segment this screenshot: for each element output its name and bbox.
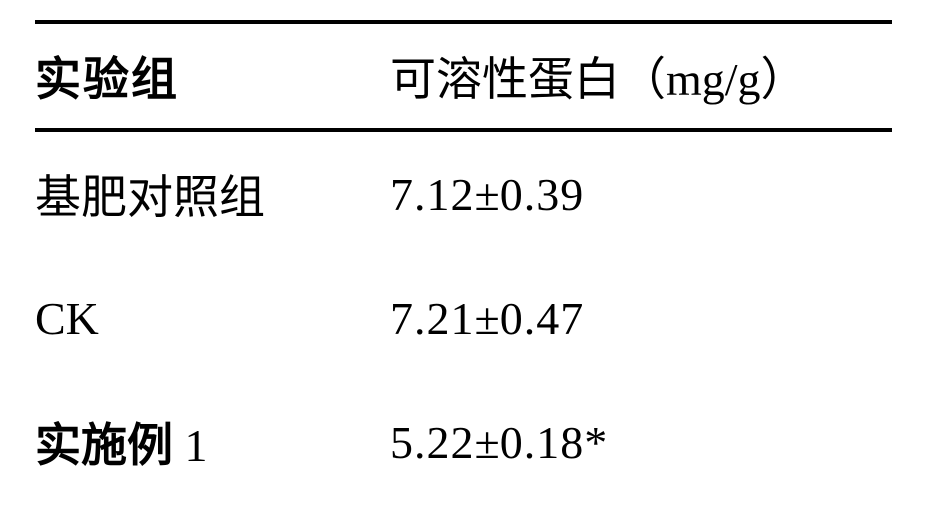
cell-group: 实施例 1 <box>35 409 390 475</box>
note: * <box>584 417 608 468</box>
cell-group: 基肥对照组 <box>35 161 390 227</box>
cell-value: 7.21±0.47 <box>390 292 892 345</box>
sd: 0.47 <box>500 293 585 344</box>
cell-value: 7.12±0.39 <box>390 168 892 221</box>
plus-minus: ± <box>475 417 500 468</box>
sd: 0.18 <box>500 417 585 468</box>
table-row: 基肥对照组 7.12±0.39 <box>35 132 892 256</box>
plus-minus: ± <box>475 169 500 220</box>
sd: 0.39 <box>500 169 585 220</box>
table-header-row: 实验组 可溶性蛋白（mg/g） <box>35 20 892 132</box>
header-group: 实验组 <box>35 43 390 109</box>
mean: 7.21 <box>390 293 475 344</box>
mean: 7.12 <box>390 169 475 220</box>
table-row: 实施例 1 5.22±0.18* <box>35 380 892 504</box>
mean: 5.22 <box>390 417 475 468</box>
cell-group: CK <box>35 292 390 345</box>
group-prefix: 实施例 <box>35 420 185 471</box>
table: 实验组 可溶性蛋白（mg/g） 基肥对照组 7.12±0.39 CK 7.21±… <box>0 0 927 524</box>
cell-value: 5.22±0.18* <box>390 416 892 469</box>
table-row: CK 7.21±0.47 <box>35 256 892 380</box>
group-num: 1 <box>185 420 209 471</box>
header-value: 可溶性蛋白（mg/g） <box>390 43 892 109</box>
plus-minus: ± <box>475 293 500 344</box>
